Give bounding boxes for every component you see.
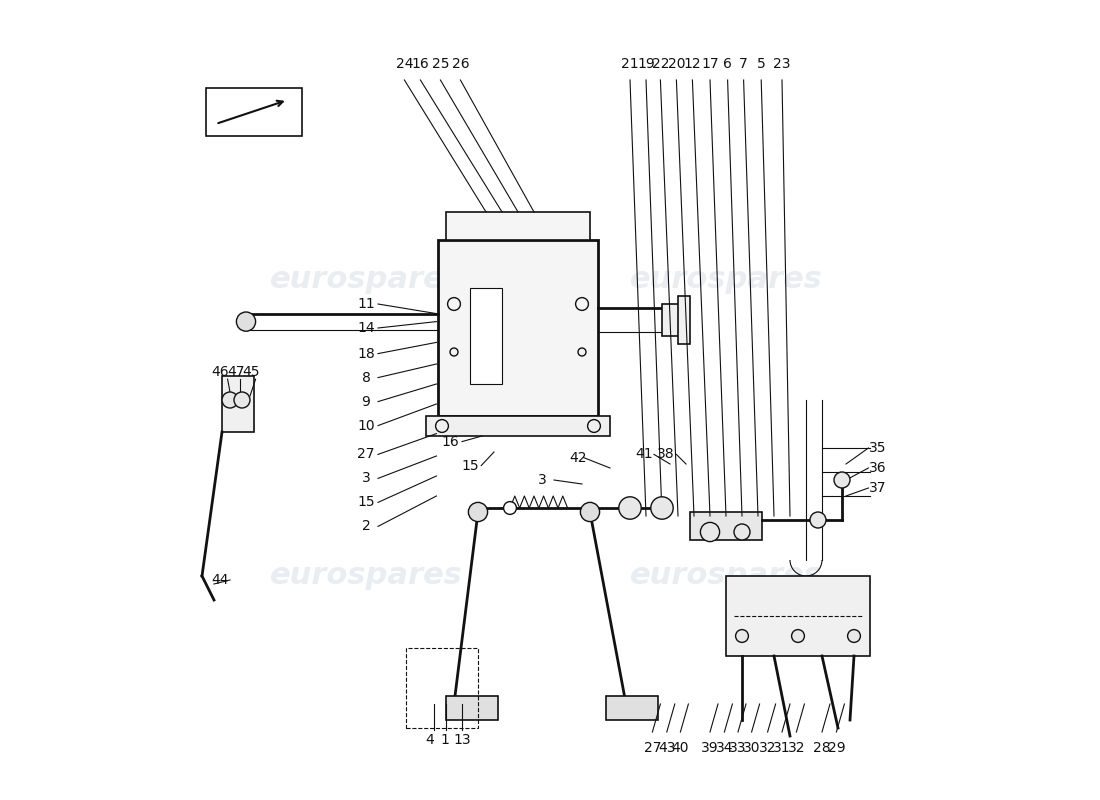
Bar (606, 696, 658, 720)
Text: 15: 15 (461, 458, 478, 473)
Text: 46: 46 (211, 365, 229, 379)
Text: 11: 11 (358, 297, 375, 311)
Bar (222, 376, 254, 432)
Text: 27: 27 (644, 741, 661, 755)
Bar (206, 88, 302, 136)
Text: eurospares: eurospares (270, 562, 462, 590)
Bar (446, 696, 498, 720)
Text: 4: 4 (426, 733, 434, 747)
Bar (438, 240, 598, 416)
Text: eurospares: eurospares (629, 562, 823, 590)
Bar (662, 304, 682, 336)
Text: 16: 16 (411, 57, 429, 71)
Text: 39: 39 (701, 741, 718, 755)
Text: 18: 18 (358, 346, 375, 361)
Text: 32: 32 (788, 741, 805, 755)
Bar (446, 212, 590, 240)
Text: 36: 36 (869, 461, 887, 475)
Text: 12: 12 (683, 57, 701, 71)
Circle shape (450, 348, 458, 356)
Bar (690, 512, 762, 540)
Text: 47: 47 (227, 365, 244, 379)
Text: 3: 3 (538, 473, 547, 487)
Text: 26: 26 (452, 57, 470, 71)
Text: 35: 35 (869, 441, 887, 455)
Circle shape (734, 524, 750, 540)
Text: 1: 1 (440, 733, 449, 747)
Text: 23: 23 (773, 57, 791, 71)
Text: 43: 43 (658, 741, 675, 755)
Circle shape (834, 472, 850, 488)
Bar (726, 576, 870, 656)
Text: 45: 45 (242, 365, 260, 379)
Text: 28: 28 (813, 741, 830, 755)
Text: 27: 27 (358, 447, 375, 462)
Circle shape (810, 512, 826, 528)
Text: 41: 41 (636, 447, 653, 462)
Text: 2: 2 (362, 519, 371, 534)
Circle shape (578, 348, 586, 356)
Text: 10: 10 (358, 418, 375, 433)
Bar (470, 288, 502, 384)
Text: 40: 40 (672, 741, 689, 755)
Circle shape (436, 419, 449, 432)
Text: 5: 5 (757, 57, 766, 71)
Text: 29: 29 (827, 741, 845, 755)
Text: 15: 15 (358, 495, 375, 510)
Text: 33: 33 (729, 741, 747, 755)
Text: 42: 42 (570, 450, 586, 465)
Text: eurospares: eurospares (270, 266, 462, 294)
Text: eurospares: eurospares (629, 266, 823, 294)
Text: 38: 38 (657, 447, 674, 462)
Text: 24: 24 (396, 57, 414, 71)
Bar (406, 648, 478, 728)
Circle shape (222, 392, 238, 408)
Text: 25: 25 (431, 57, 449, 71)
Text: 17: 17 (701, 57, 718, 71)
Text: 9: 9 (362, 394, 371, 409)
Circle shape (234, 392, 250, 408)
Text: 19: 19 (637, 57, 654, 71)
Circle shape (736, 630, 748, 642)
Circle shape (619, 497, 641, 519)
Circle shape (792, 630, 804, 642)
Text: 7: 7 (739, 57, 748, 71)
Circle shape (651, 497, 673, 519)
Text: 3: 3 (362, 471, 371, 486)
Circle shape (848, 630, 860, 642)
Circle shape (469, 502, 487, 522)
Text: 44: 44 (211, 573, 229, 587)
Text: 20: 20 (668, 57, 685, 71)
Text: 21: 21 (621, 57, 639, 71)
Text: 13: 13 (453, 733, 471, 747)
Text: 14: 14 (358, 321, 375, 335)
Text: 22: 22 (651, 57, 669, 71)
Text: 16: 16 (441, 434, 459, 449)
Circle shape (448, 298, 461, 310)
Text: 6: 6 (723, 57, 732, 71)
Text: 37: 37 (869, 481, 887, 495)
Circle shape (504, 502, 516, 514)
Circle shape (236, 312, 255, 331)
Text: 8: 8 (362, 370, 371, 385)
Bar (678, 296, 690, 344)
Circle shape (587, 419, 601, 432)
Text: 34: 34 (716, 741, 733, 755)
Circle shape (581, 502, 600, 522)
Circle shape (701, 522, 719, 542)
Circle shape (575, 298, 589, 310)
Text: 31: 31 (773, 741, 791, 755)
Text: 30: 30 (742, 741, 760, 755)
Text: 32: 32 (759, 741, 777, 755)
Bar (426, 416, 610, 436)
